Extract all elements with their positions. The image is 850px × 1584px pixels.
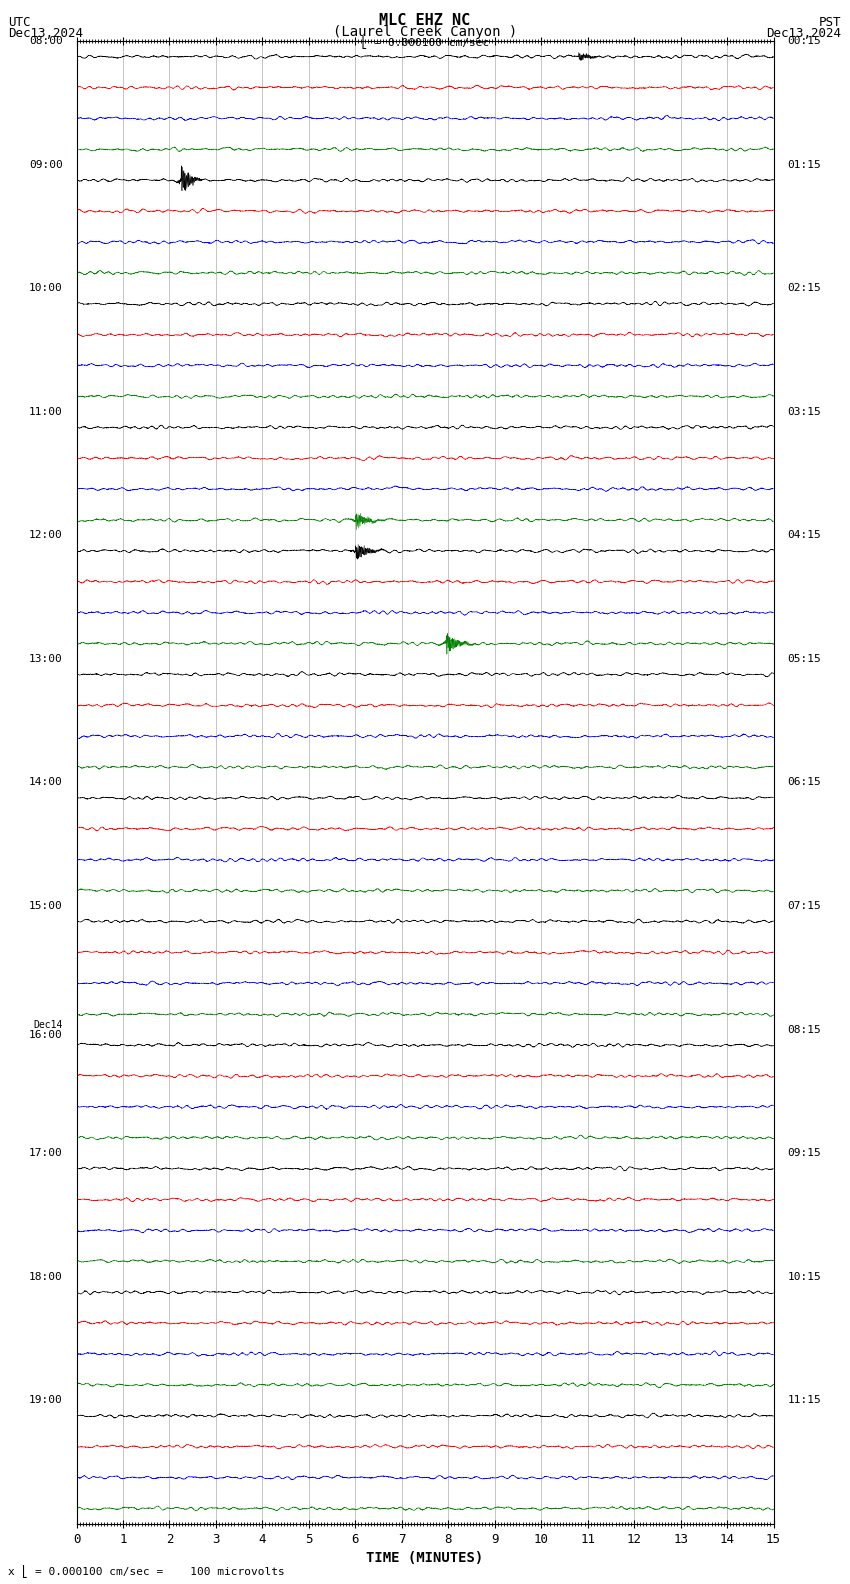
Text: 06:15: 06:15 (787, 778, 821, 787)
Text: 18:00: 18:00 (29, 1272, 63, 1281)
Text: Dec14: Dec14 (33, 1020, 63, 1030)
Text: PST: PST (819, 16, 842, 29)
Text: 09:15: 09:15 (787, 1148, 821, 1158)
Text: 05:15: 05:15 (787, 654, 821, 664)
Text: 01:15: 01:15 (787, 160, 821, 169)
Text: UTC: UTC (8, 16, 31, 29)
Text: 04:15: 04:15 (787, 531, 821, 540)
Text: 15:00: 15:00 (29, 901, 63, 911)
Text: (Laurel Creek Canyon ): (Laurel Creek Canyon ) (333, 25, 517, 40)
Text: 17:00: 17:00 (29, 1148, 63, 1158)
Text: 02:15: 02:15 (787, 284, 821, 293)
Text: 19:00: 19:00 (29, 1396, 63, 1405)
Text: x ⎣ = 0.000100 cm/sec =    100 microvolts: x ⎣ = 0.000100 cm/sec = 100 microvolts (8, 1565, 286, 1578)
Text: 00:15: 00:15 (787, 36, 821, 46)
Text: 13:00: 13:00 (29, 654, 63, 664)
Text: Dec13,2024: Dec13,2024 (767, 27, 842, 40)
Text: ⎣ = 0.000100 cm/sec: ⎣ = 0.000100 cm/sec (361, 36, 489, 49)
Text: 07:15: 07:15 (787, 901, 821, 911)
Text: Dec13,2024: Dec13,2024 (8, 27, 83, 40)
X-axis label: TIME (MINUTES): TIME (MINUTES) (366, 1551, 484, 1565)
Text: 03:15: 03:15 (787, 407, 821, 417)
Text: MLC EHZ NC: MLC EHZ NC (379, 13, 471, 27)
Text: 09:00: 09:00 (29, 160, 63, 169)
Text: 11:00: 11:00 (29, 407, 63, 417)
Text: 10:00: 10:00 (29, 284, 63, 293)
Text: 12:00: 12:00 (29, 531, 63, 540)
Text: 10:15: 10:15 (787, 1272, 821, 1281)
Text: 08:15: 08:15 (787, 1025, 821, 1034)
Text: 11:15: 11:15 (787, 1396, 821, 1405)
Text: 14:00: 14:00 (29, 778, 63, 787)
Text: 16:00: 16:00 (29, 1030, 63, 1039)
Text: 08:00: 08:00 (29, 36, 63, 46)
